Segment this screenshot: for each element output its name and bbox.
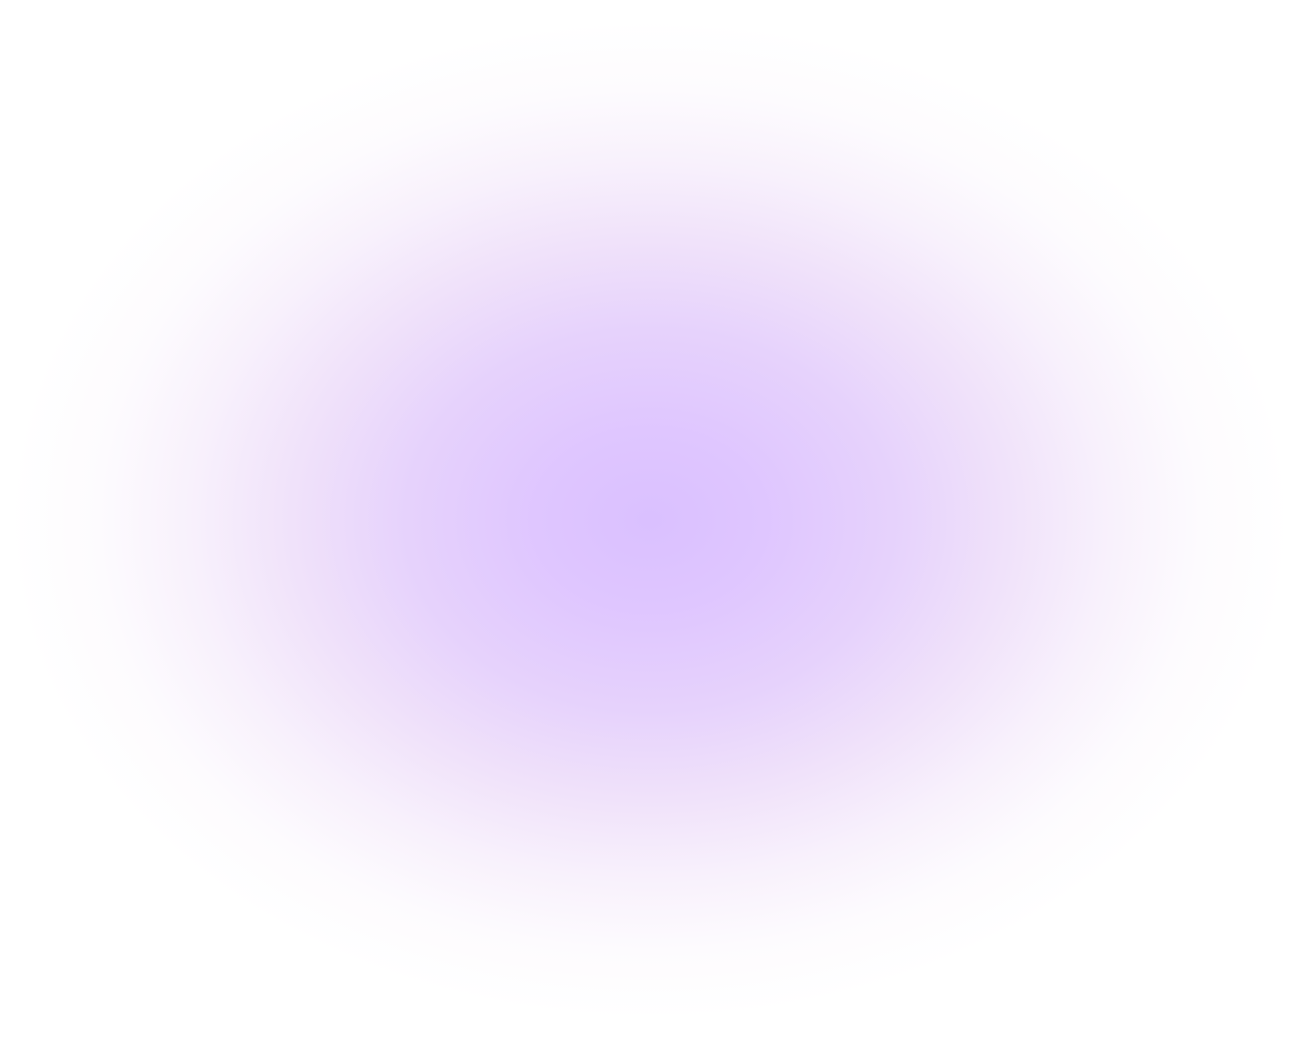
purple-radial-glow-background: [0, 0, 1310, 1037]
